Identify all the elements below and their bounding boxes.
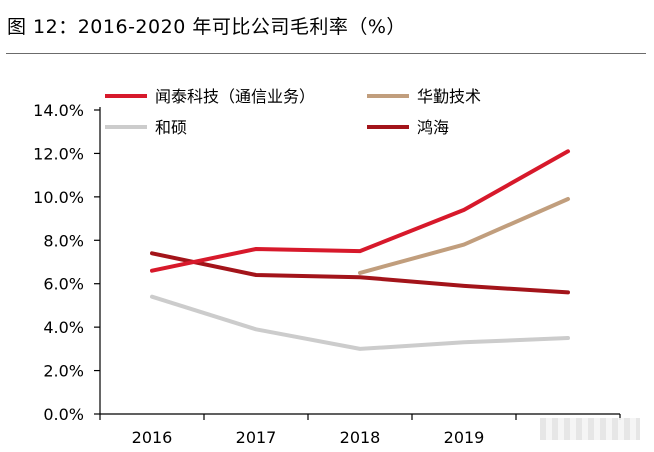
series-line-0 (150, 149, 570, 273)
x-tick-label: 2018 (340, 428, 381, 447)
legend-label: 鸿海 (417, 118, 449, 137)
y-tick-label: 12.0% (33, 144, 84, 163)
x-axis: 2016 2017 2018 2019 (99, 413, 621, 447)
series-line-1 (358, 197, 570, 275)
series-layer (150, 149, 570, 351)
y-tick-label: 4.0% (43, 318, 84, 337)
y-axis: 0.0% 2.0% 4.0% 6.0% 8.0% 10.0% 12.0% 14.0% (33, 101, 101, 424)
series-line-2 (150, 294, 570, 351)
x-tick-label: 2016 (132, 428, 173, 447)
y-tick-label: 10.0% (33, 188, 84, 207)
x-tick-label: 2017 (236, 428, 277, 447)
legend-label: 华勤技术 (417, 87, 481, 106)
y-tick-label: 2.0% (43, 362, 84, 381)
series-line-3 (150, 251, 570, 295)
x-tick-label: 2019 (444, 428, 485, 447)
y-tick-label: 14.0% (33, 101, 84, 120)
legend-label: 闻泰科技（通信业务） (155, 87, 315, 106)
watermark (540, 418, 640, 440)
title-divider (6, 53, 646, 54)
y-tick-label: 0.0% (43, 405, 84, 424)
figure-title: 图 12：2016-2020 年可比公司毛利率（%） (7, 16, 406, 38)
y-tick-label: 8.0% (43, 231, 84, 250)
legend-label: 和硕 (155, 118, 187, 137)
y-tick-label: 6.0% (43, 275, 84, 294)
